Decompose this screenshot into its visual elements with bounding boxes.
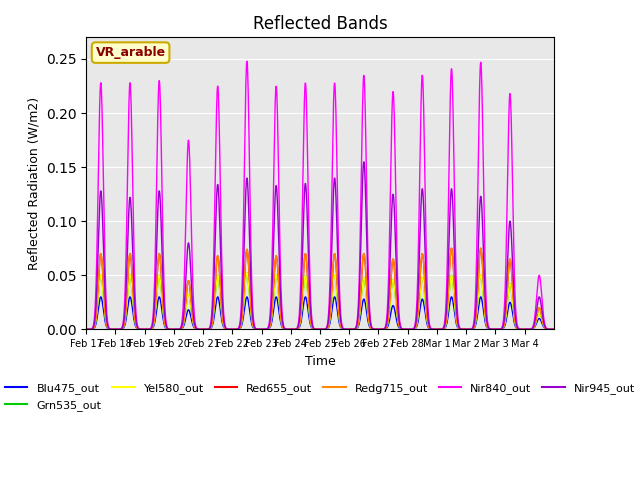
Red655_out — [91, 321, 99, 326]
Line: Redg715_out: Redg715_out — [86, 248, 554, 329]
Redg715_out — [520, 326, 528, 332]
Nir840_out — [520, 326, 528, 332]
Yel580_out — [166, 326, 173, 332]
Red655_out — [550, 326, 557, 332]
Yel580_out — [405, 326, 413, 332]
Yel580_out — [83, 326, 90, 332]
Redg715_out — [404, 326, 412, 332]
Grn535_out — [550, 326, 557, 332]
Red655_out — [404, 326, 412, 332]
Yel580_out — [550, 326, 557, 332]
Redg715_out — [166, 326, 173, 332]
Blu475_out — [405, 326, 413, 332]
Grn535_out — [294, 325, 301, 331]
Line: Nir840_out: Nir840_out — [86, 61, 554, 329]
Y-axis label: Reflected Radiation (W/m2): Reflected Radiation (W/m2) — [27, 97, 40, 270]
Red655_out — [294, 325, 301, 331]
Red655_out — [166, 326, 173, 332]
Grn535_out — [91, 323, 99, 328]
Nir840_out — [322, 326, 330, 332]
Line: Yel580_out: Yel580_out — [86, 273, 554, 329]
Red655_out — [477, 245, 484, 251]
Grn535_out — [243, 270, 251, 276]
Nir840_out — [83, 326, 90, 332]
Grn535_out — [166, 326, 173, 332]
Line: Red655_out: Red655_out — [86, 248, 554, 329]
Redg715_out — [477, 245, 484, 251]
Blu475_out — [322, 326, 330, 332]
Nir840_out — [91, 308, 99, 313]
Nir945_out — [321, 326, 329, 332]
Grn535_out — [405, 326, 413, 332]
X-axis label: Time: Time — [305, 355, 335, 368]
Blu475_out — [83, 326, 90, 332]
Blu475_out — [97, 294, 105, 300]
Blu475_out — [166, 326, 174, 332]
Redg715_out — [321, 326, 329, 332]
Yel580_out — [294, 325, 301, 331]
Blu475_out — [91, 324, 99, 330]
Nir945_out — [83, 326, 90, 332]
Nir840_out — [166, 326, 173, 332]
Blu475_out — [520, 326, 528, 332]
Redg715_out — [83, 326, 90, 332]
Redg715_out — [550, 326, 557, 332]
Yel580_out — [322, 326, 330, 332]
Nir945_out — [166, 326, 173, 332]
Blu475_out — [294, 326, 301, 332]
Nir840_out — [405, 326, 413, 332]
Red655_out — [321, 326, 329, 332]
Nir945_out — [550, 326, 557, 332]
Yel580_out — [243, 270, 251, 276]
Nir945_out — [91, 316, 99, 322]
Nir945_out — [405, 326, 413, 332]
Nir840_out — [550, 326, 557, 332]
Yel580_out — [520, 326, 528, 332]
Blu475_out — [550, 326, 557, 332]
Grn535_out — [520, 326, 528, 332]
Grn535_out — [322, 326, 330, 332]
Nir840_out — [294, 323, 301, 329]
Redg715_out — [91, 321, 99, 326]
Line: Nir945_out: Nir945_out — [86, 162, 554, 329]
Title: Reflected Bands: Reflected Bands — [253, 15, 387, 33]
Yel580_out — [91, 323, 99, 328]
Text: VR_arable: VR_arable — [95, 46, 166, 59]
Red655_out — [83, 326, 90, 332]
Nir945_out — [294, 325, 301, 331]
Red655_out — [520, 326, 528, 332]
Nir945_out — [520, 326, 528, 332]
Line: Grn535_out: Grn535_out — [86, 273, 554, 329]
Line: Blu475_out: Blu475_out — [86, 297, 554, 329]
Grn535_out — [83, 326, 90, 332]
Nir945_out — [360, 159, 367, 165]
Nir840_out — [243, 59, 251, 64]
Redg715_out — [294, 325, 301, 331]
Legend: Blu475_out, Grn535_out, Yel580_out, Red655_out, Redg715_out, Nir840_out, Nir945_: Blu475_out, Grn535_out, Yel580_out, Red6… — [1, 379, 639, 415]
